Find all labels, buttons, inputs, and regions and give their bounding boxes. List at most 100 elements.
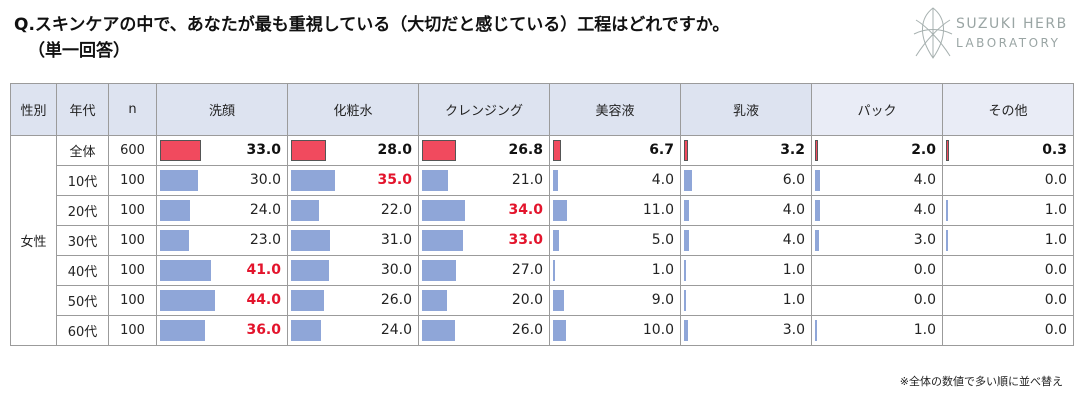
value-label: 0.0 xyxy=(1044,322,1067,338)
sort-note: ※全体の数値で多い順に並べ替え xyxy=(899,375,1063,388)
value-cell: 31.0 xyxy=(287,225,419,256)
value-bar xyxy=(291,170,335,191)
brand-logo: SUZUKI HERB LABORATORY xyxy=(912,6,1072,62)
value-cell: 3.2 xyxy=(680,135,812,166)
table-row: 60代 100 36.0 24.0 26.0 10.0 3.0 1.0 0.0 xyxy=(11,315,1074,346)
value-label: 33.0 xyxy=(246,142,281,158)
value-bar xyxy=(291,140,326,161)
value-cell: 27.0 xyxy=(418,255,550,286)
value-label: 3.2 xyxy=(780,142,805,158)
value-label: 4.0 xyxy=(651,172,674,188)
value-cell: 4.0 xyxy=(811,165,943,196)
value-label: 0.0 xyxy=(913,262,936,278)
value-label: 26.0 xyxy=(511,322,543,338)
header-age: 年代 xyxy=(56,83,109,136)
value-label: 0.0 xyxy=(913,292,936,308)
value-cell: 1.0 xyxy=(811,315,943,346)
value-bar xyxy=(291,320,321,341)
value-bar xyxy=(684,200,689,221)
value-bar xyxy=(946,200,948,221)
value-cell: 0.3 xyxy=(942,135,1074,166)
age-cell: 30代 xyxy=(56,225,109,256)
value-label: 0.0 xyxy=(1044,292,1067,308)
value-bar xyxy=(291,230,330,251)
value-label: 23.0 xyxy=(249,232,281,248)
value-cell: 28.0 xyxy=(287,135,419,166)
age-cell: 40代 xyxy=(56,255,109,286)
value-label: 0.0 xyxy=(1044,172,1067,188)
value-cell: 33.0 xyxy=(418,225,550,256)
header-category: パック xyxy=(811,83,943,136)
value-label: 22.0 xyxy=(380,202,412,218)
sample-size-cell: 100 xyxy=(108,165,157,196)
value-bar xyxy=(160,260,212,281)
value-cell: 22.0 xyxy=(287,195,419,226)
value-cell: 0.0 xyxy=(811,285,943,316)
value-cell: 4.0 xyxy=(811,195,943,226)
value-bar xyxy=(422,260,456,281)
age-cell: 50代 xyxy=(56,285,109,316)
value-bar xyxy=(684,290,686,311)
value-cell: 33.0 xyxy=(156,135,288,166)
value-bar xyxy=(553,140,562,161)
value-bar xyxy=(815,200,820,221)
value-bar xyxy=(815,170,820,191)
value-bar xyxy=(422,170,449,191)
value-bar xyxy=(160,170,198,191)
value-label: 6.7 xyxy=(649,142,674,158)
header-category: 化粧水 xyxy=(287,83,419,136)
value-label: 5.0 xyxy=(651,232,674,248)
value-label: 3.0 xyxy=(782,322,805,338)
value-cell: 35.0 xyxy=(287,165,419,196)
table-row: 30代 100 23.0 31.0 33.0 5.0 4.0 3.0 1.0 xyxy=(11,225,1074,256)
header-n: n xyxy=(108,83,157,136)
value-label: 2.0 xyxy=(911,142,936,158)
value-bar xyxy=(553,230,560,251)
sample-size-cell: 100 xyxy=(108,315,157,346)
value-cell: 2.0 xyxy=(811,135,943,166)
value-bar xyxy=(422,290,447,311)
value-cell: 36.0 xyxy=(156,315,288,346)
value-bar xyxy=(946,230,948,251)
value-bar xyxy=(422,320,455,341)
value-bar xyxy=(160,290,215,311)
header-row: 性別 年代 n 洗顔 化粧水 クレンジング 美容液 乳液 パック その他 xyxy=(10,83,1074,136)
value-bar xyxy=(291,260,329,281)
value-bar xyxy=(160,230,189,251)
value-label: 0.3 xyxy=(1042,142,1067,158)
age-cell: 10代 xyxy=(56,165,109,196)
value-cell: 4.0 xyxy=(680,225,812,256)
value-bar xyxy=(684,230,689,251)
value-label: 4.0 xyxy=(782,232,805,248)
value-label: 4.0 xyxy=(913,172,936,188)
value-label: 20.0 xyxy=(511,292,543,308)
question-title-line1: Q.スキンケアの中で、あなたが最も重視している（大切だと感じている）工程はどれで… xyxy=(14,15,730,35)
header-gender: 性別 xyxy=(10,83,57,136)
logo-text-line1: SUZUKI HERB xyxy=(956,16,1068,32)
table-row: 女性 全体 600 33.0 28.0 26.8 6.7 3.2 2.0 0.3 xyxy=(10,135,1074,346)
value-cell: 30.0 xyxy=(287,255,419,286)
value-label: 34.0 xyxy=(508,202,543,218)
value-label: 9.0 xyxy=(651,292,674,308)
value-bar xyxy=(684,260,686,281)
value-bar xyxy=(946,140,949,161)
value-cell: 1.0 xyxy=(942,195,1074,226)
value-bar xyxy=(553,290,565,311)
value-bar xyxy=(422,230,464,251)
value-bar xyxy=(160,200,190,221)
value-bar xyxy=(422,140,456,161)
value-cell: 4.0 xyxy=(680,195,812,226)
value-bar xyxy=(553,320,566,341)
value-label: 24.0 xyxy=(380,322,412,338)
value-cell: 10.0 xyxy=(549,315,681,346)
value-cell: 24.0 xyxy=(156,195,288,226)
value-cell: 26.0 xyxy=(287,285,419,316)
value-bar xyxy=(160,140,202,161)
value-bar xyxy=(291,290,324,311)
age-cell: 全体 xyxy=(56,135,109,166)
value-label: 11.0 xyxy=(642,202,674,218)
value-label: 30.0 xyxy=(249,172,281,188)
value-cell: 6.0 xyxy=(680,165,812,196)
value-bar xyxy=(553,170,558,191)
value-label: 27.0 xyxy=(511,262,543,278)
